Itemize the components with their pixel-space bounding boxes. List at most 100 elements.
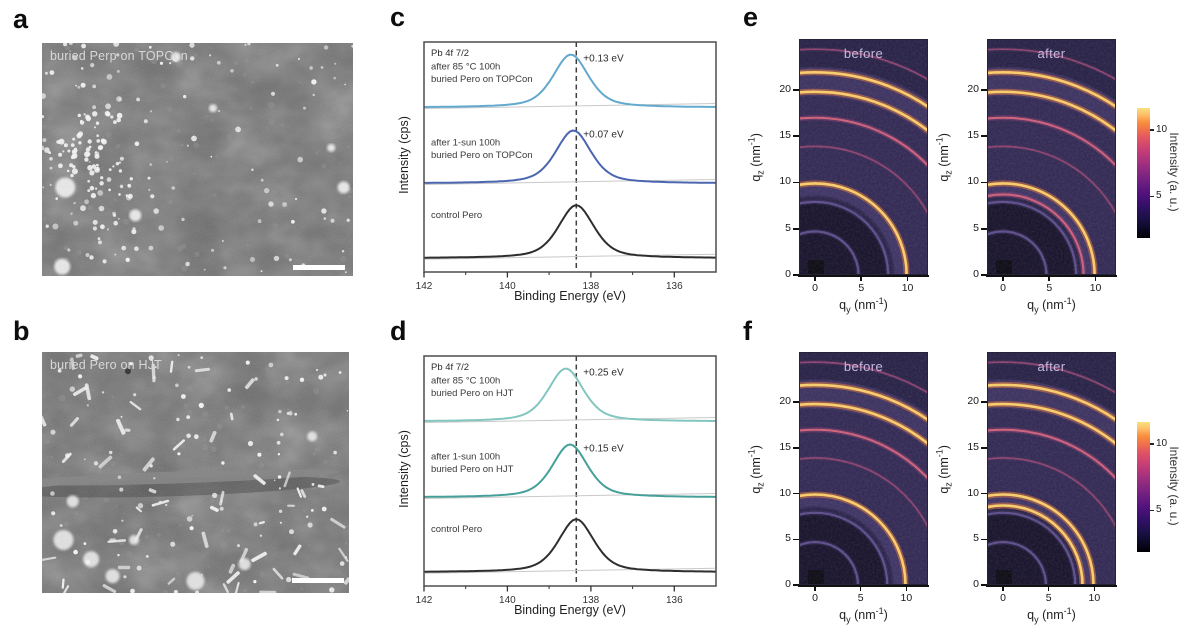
x-tick-label: 0: [1000, 282, 1006, 294]
y-tick: [793, 584, 799, 586]
giwaxs-y-axis-title: qz (nm-1): [934, 133, 954, 182]
y-tick-label: 20: [967, 82, 979, 95]
x-tick-label: 136: [666, 595, 683, 606]
y-tick-label: 10: [967, 175, 979, 188]
giwaxs-x-axis-title: qy (nm-1): [1027, 606, 1076, 625]
y-tick-label: 10: [779, 175, 791, 188]
y-tick: [793, 492, 799, 495]
y-tick: [981, 274, 987, 276]
x-tick: [1002, 275, 1004, 281]
x-tick: [905, 585, 908, 591]
series-label: buried Pero on TOPCon: [431, 74, 533, 85]
giwaxs-y-axis-title: qz (nm-1): [934, 444, 954, 494]
y-tick: [981, 538, 987, 541]
giwaxs-axis-line: [986, 275, 1117, 277]
x-tick-label: 138: [583, 595, 600, 606]
giwaxs-f-after: [987, 352, 1116, 585]
y-tick: [793, 274, 799, 276]
y-tick-label: 0: [785, 578, 791, 590]
xps-c-xlabel: Binding Energy (eV): [514, 289, 626, 303]
colorbar-tick: [1150, 509, 1154, 512]
x-tick-label: 142: [416, 595, 433, 606]
x-tick: [814, 275, 816, 281]
series-label: control Pero: [431, 210, 482, 221]
giwaxs-axis-line: [798, 585, 929, 587]
x-tick-label: 5: [1045, 592, 1052, 604]
y-tick: [981, 584, 987, 586]
y-tick: [981, 447, 987, 449]
y-tick: [981, 89, 987, 91]
y-tick: [981, 227, 987, 230]
shift-annotation: +0.15 eV: [583, 443, 624, 454]
scale-bar: [293, 265, 345, 270]
x-tick: [814, 585, 816, 591]
x-tick-label: 10: [900, 592, 913, 604]
giwaxs-x-axis-title: qy (nm-1): [839, 606, 888, 625]
x-tick-label: 142: [416, 281, 433, 292]
giwaxs-axis-line: [986, 585, 1117, 587]
giwaxs-f-before: [799, 352, 928, 585]
giwaxs-y-axis-title: qz (nm-1): [746, 133, 766, 182]
x-tick-label: 10: [1088, 592, 1101, 604]
series-label: after 85 °C 100h: [431, 376, 500, 387]
y-tick: [793, 401, 799, 404]
x-tick: [1094, 275, 1097, 281]
xps-title: Pb 4f 7/2: [431, 362, 469, 373]
x-tick-label: 0: [812, 592, 818, 604]
xps-curve: [424, 518, 716, 573]
shift-annotation: +0.13 eV: [583, 54, 624, 65]
y-tick-label: 10: [967, 486, 979, 499]
y-tick-label: 5: [785, 221, 791, 234]
y-tick-label: 15: [779, 129, 791, 142]
x-tick-label: 0: [812, 282, 818, 294]
y-tick-label: 5: [785, 532, 791, 545]
xps-curve: [424, 129, 717, 184]
colorbar-tick-label: 10: [1156, 123, 1168, 135]
panel-letter-e: e: [743, 2, 759, 32]
colorbar-tick-label: 5: [1156, 503, 1162, 515]
sem-image-a-canvas: [42, 43, 353, 276]
y-tick-label: 15: [967, 440, 979, 453]
giwaxs-e-after-label: after: [1037, 46, 1066, 61]
x-tick-label: 136: [666, 281, 683, 292]
x-tick: [1002, 585, 1004, 591]
y-tick-label: 10: [779, 486, 791, 499]
giwaxs-f-after-label: after: [1037, 359, 1066, 374]
colorbar-tick: [1150, 195, 1154, 198]
x-tick-label: 0: [1000, 592, 1006, 604]
series-label: control Pero: [431, 524, 482, 535]
panel-letter-b: b: [13, 316, 30, 346]
y-tick: [793, 135, 799, 137]
xps-c-ylabel: Intensity (cps): [397, 116, 411, 194]
y-tick: [793, 227, 799, 230]
y-tick: [981, 181, 987, 184]
shift-annotation: +0.25 eV: [583, 368, 624, 379]
sem-image-b-canvas: [42, 352, 349, 593]
shift-annotation: +0.07 eV: [583, 129, 624, 140]
xps-d-ylabel: Intensity (cps): [397, 430, 411, 508]
panel-letter-d: d: [390, 316, 407, 346]
x-tick: [1047, 585, 1050, 591]
y-tick: [981, 135, 987, 137]
xps-title: Pb 4f 7/2: [431, 48, 469, 59]
x-tick: [859, 585, 862, 591]
y-tick-label: 5: [973, 221, 979, 234]
colorbar-e-label: Intensity (a. u.): [1167, 132, 1181, 212]
sem-image-a: buried Perp on TOPCon: [42, 43, 353, 276]
colorbar-f-label: Intensity (a. u.): [1167, 446, 1181, 526]
y-tick: [793, 447, 799, 449]
sem-image-b: buried Pero on HJT: [42, 352, 349, 593]
giwaxs-y-axis-title: qz (nm-1): [746, 444, 766, 494]
y-tick-label: 0: [973, 268, 979, 280]
series-label: after 1-sun 100h: [431, 137, 500, 148]
y-tick-label: 0: [785, 268, 791, 280]
x-tick-label: 5: [858, 282, 865, 294]
colorbar-tick: [1150, 129, 1154, 131]
giwaxs-e-before-label: before: [843, 46, 884, 61]
y-tick: [793, 538, 799, 541]
y-tick-label: 20: [779, 82, 791, 95]
colorbar-e: [1137, 108, 1150, 238]
